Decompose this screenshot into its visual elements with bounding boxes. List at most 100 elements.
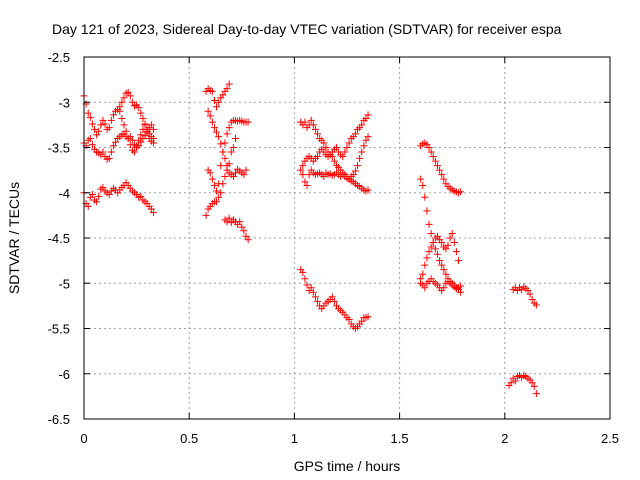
data-point <box>421 193 429 201</box>
data-point <box>221 172 229 180</box>
data-point <box>299 171 307 179</box>
data-point <box>427 229 435 237</box>
data-point <box>448 229 456 237</box>
x-tick-labels: 0 0.5 1 1.5 2 2.5 <box>80 431 619 446</box>
data-point <box>299 268 307 276</box>
data-point <box>95 127 103 135</box>
data-point <box>236 218 244 226</box>
data-point <box>309 288 317 296</box>
data-point <box>354 162 362 170</box>
data-point <box>341 148 349 156</box>
data-point <box>429 239 437 247</box>
plot-frame <box>83 56 611 420</box>
data-point <box>116 107 124 115</box>
data-point <box>124 88 132 96</box>
data-point <box>137 131 145 139</box>
data-point <box>457 288 465 296</box>
data-point <box>147 121 155 129</box>
data-point <box>425 144 433 151</box>
data-point <box>314 297 322 305</box>
data-point <box>356 154 364 162</box>
data-point <box>320 139 328 147</box>
data-point <box>444 241 452 249</box>
data-point <box>446 234 454 242</box>
data-point <box>135 104 143 112</box>
data-point <box>240 227 248 235</box>
data-point <box>238 223 246 231</box>
data-point <box>141 132 149 140</box>
data-point <box>93 131 101 139</box>
data-point <box>440 266 448 274</box>
data-point <box>345 315 353 323</box>
y-tick-label: -5 <box>58 276 70 291</box>
x-axis-title: GPS time / hours <box>294 458 401 474</box>
y-tick-labels: -2.5 -3 -3.5 -4 -4.5 -5 -5.5 -6 -6.5 <box>48 50 70 427</box>
data-point <box>219 148 227 156</box>
data-point <box>95 192 103 200</box>
data-point <box>303 281 311 289</box>
data-point <box>225 80 233 88</box>
data-point <box>242 166 250 174</box>
data-point <box>109 111 117 119</box>
data-point <box>297 166 305 174</box>
data-point <box>120 121 128 129</box>
data-point <box>210 96 218 104</box>
data-point <box>417 175 425 183</box>
data-point <box>215 193 223 201</box>
grid-lines <box>84 57 610 419</box>
data-point <box>229 172 237 180</box>
data-point <box>528 296 536 304</box>
data-points <box>80 80 540 398</box>
data-point <box>450 239 458 247</box>
data-point <box>440 175 448 183</box>
data-point <box>307 284 315 292</box>
data-point <box>213 198 221 206</box>
data-point <box>438 239 446 247</box>
data-point <box>107 116 115 124</box>
data-point <box>149 125 157 133</box>
data-point <box>208 118 216 126</box>
data-point <box>126 141 134 149</box>
data-point <box>105 191 113 199</box>
data-point <box>107 148 115 156</box>
data-point <box>433 162 441 170</box>
y-tick-label: -2.5 <box>48 50 70 65</box>
data-point <box>227 148 235 156</box>
data-point <box>91 125 99 133</box>
data-point <box>217 189 225 197</box>
data-point <box>139 115 147 123</box>
data-point <box>225 160 233 168</box>
data-point <box>223 166 231 174</box>
data-point <box>88 120 96 128</box>
data-point <box>328 293 336 301</box>
data-point <box>213 103 221 111</box>
data-point <box>139 125 147 133</box>
data-point <box>530 382 538 390</box>
data-point <box>99 116 107 124</box>
data-point <box>97 121 105 129</box>
data-point <box>124 134 132 142</box>
data-point <box>202 211 210 219</box>
data-point <box>364 111 372 119</box>
data-point <box>133 142 141 150</box>
axis-ticks <box>83 56 611 420</box>
data-point <box>301 118 309 126</box>
data-point <box>507 379 515 387</box>
data-point <box>120 94 128 102</box>
data-point <box>433 232 441 240</box>
data-point <box>299 162 307 170</box>
x-tick-label: 2 <box>501 431 508 446</box>
data-point <box>360 142 368 150</box>
x-tick-label: 1 <box>291 431 298 446</box>
data-point <box>208 87 216 95</box>
data-point <box>210 124 218 132</box>
data-point <box>419 182 427 190</box>
data-point <box>208 175 216 183</box>
data-point <box>438 171 446 179</box>
data-point <box>206 112 214 120</box>
data-point <box>423 254 431 262</box>
data-point <box>442 270 450 278</box>
data-point <box>425 248 433 256</box>
data-point <box>126 92 134 100</box>
